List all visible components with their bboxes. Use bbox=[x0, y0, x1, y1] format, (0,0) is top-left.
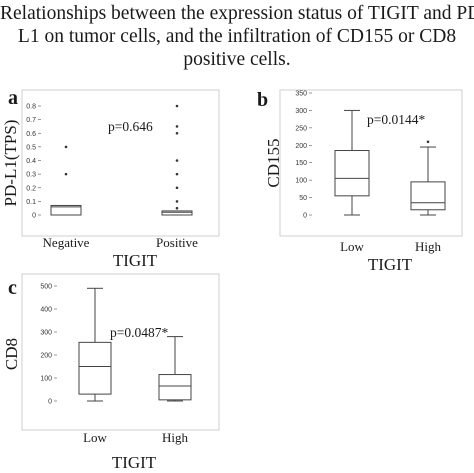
panel-a-y-tick-label: 0.6 bbox=[26, 131, 36, 138]
panel-b-x-category-label: High bbox=[415, 239, 442, 254]
panel-a-box-negative-iqr bbox=[50, 204, 82, 216]
figure-title-line-3: positive cells. bbox=[183, 49, 291, 70]
panel-b-y-axis-title: CD155 bbox=[264, 138, 283, 187]
panel-a-box-negative-outlier bbox=[64, 172, 68, 176]
panel-a-frame bbox=[21, 89, 220, 237]
panel-c-x-axis-title: TIGIT bbox=[112, 453, 157, 472]
panel-a-y-tick-label: 0.1 bbox=[26, 199, 36, 206]
panel-c-x-category-label: Low bbox=[83, 430, 107, 445]
panel-a-p-value: p=0.646 bbox=[108, 119, 153, 134]
panel-b-p-value: p=0.0144* bbox=[367, 112, 425, 127]
panel-c-y-tick-label: 500 bbox=[40, 284, 52, 291]
panel-a-box-positive-outlier bbox=[175, 104, 179, 108]
panel-c-y-tick-label: 300 bbox=[40, 330, 52, 337]
panel-b-frame bbox=[279, 89, 463, 237]
panel-a-box-positive-outlier bbox=[175, 125, 179, 128]
panel-a-y-tick-label: 0 bbox=[32, 213, 36, 220]
panel-c-frame bbox=[21, 273, 220, 431]
figure-title: Relationships between the expression sta… bbox=[0, 2, 474, 71]
panel-c-y-tick-label: 400 bbox=[40, 307, 52, 314]
panel-a-y-tick-label: 0.2 bbox=[26, 185, 36, 192]
panel-a-box-positive-outlier bbox=[175, 159, 179, 162]
panel-b-y-tick-label: 350 bbox=[295, 91, 307, 98]
panel-c-box-low-iqr bbox=[78, 341, 112, 395]
panel-c-y-tick-label: 100 bbox=[40, 376, 52, 383]
panel-a-y-axis-title: PD-L1(TPS) bbox=[1, 120, 20, 207]
panel-a-letter: a bbox=[8, 87, 18, 109]
panel-a-x-category-label: Positive bbox=[156, 235, 198, 250]
panel-c-letter: c bbox=[8, 277, 17, 299]
panel-c-y-tick-label: 0 bbox=[48, 399, 52, 406]
panel-a-y-tick-label: 0.5 bbox=[26, 144, 36, 151]
panel-a-y-tick-label: 0.7 bbox=[26, 117, 36, 124]
panel-a-box-positive-iqr bbox=[161, 210, 193, 216]
panel-a-x-axis-title: TIGIT bbox=[113, 251, 158, 270]
panel-a-y-tick-label: 0.8 bbox=[26, 104, 36, 111]
panel-b-box-low-iqr bbox=[334, 150, 370, 197]
panel-b-letter: b bbox=[257, 89, 268, 111]
panel-c-y-axis-title: CD8 bbox=[2, 338, 21, 370]
panel-c-p-value: p=0.0487* bbox=[110, 325, 168, 340]
panel-a-box-positive-outlier bbox=[175, 186, 179, 190]
panel-b-y-tick-label: 150 bbox=[295, 160, 307, 167]
panel-c-x-category-label: High bbox=[162, 430, 189, 445]
panel-c-y-tick-label: 200 bbox=[40, 353, 52, 360]
panel-a-box-positive-outlier bbox=[175, 131, 179, 135]
panel-a-y-tick-label: 0.4 bbox=[26, 158, 36, 165]
panel-b-y-tick-label: 0 bbox=[303, 213, 307, 220]
panel-b-box-high-iqr bbox=[410, 181, 446, 211]
panel-b-y-tick-label: 250 bbox=[295, 125, 307, 132]
panel-a-y-tick-label: 0.3 bbox=[26, 172, 36, 179]
panel-a-box-positive-outlier bbox=[175, 200, 179, 203]
figure-title-line-2: L1 on tumor cells, and the infiltration … bbox=[17, 26, 457, 47]
panel-a-x-category-label: Negative bbox=[43, 235, 90, 250]
panel-a-box-positive-outlier bbox=[175, 206, 179, 210]
panel-b-x-category-label: Low bbox=[340, 239, 364, 254]
panel-b-y-tick-label: 100 bbox=[295, 178, 307, 185]
panel-b-y-tick-label: 200 bbox=[295, 143, 307, 150]
figure-title-line-1: Relationships between the expression sta… bbox=[0, 3, 474, 24]
panel-a-box-positive-outlier bbox=[175, 172, 179, 176]
panel-b-y-tick-label: 300 bbox=[295, 108, 307, 115]
panel-c-box-high-iqr bbox=[158, 374, 192, 401]
panel-b-y-tick-label: 50 bbox=[299, 195, 307, 202]
panel-b-box-high-outlier bbox=[426, 140, 430, 144]
panel-b-x-axis-title: TIGIT bbox=[368, 255, 413, 274]
panel-a-box-negative-outlier bbox=[64, 145, 68, 149]
